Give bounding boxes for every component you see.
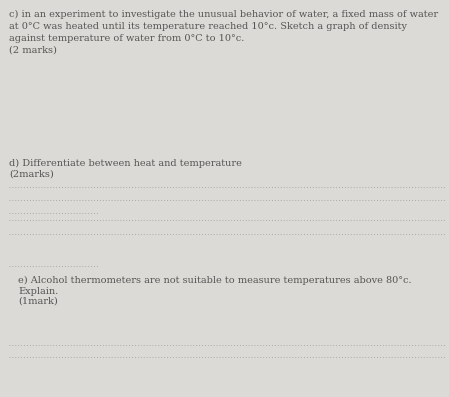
Text: d) Differentiate between heat and temperature: d) Differentiate between heat and temper… xyxy=(9,159,242,168)
Text: c) in an experiment to investigate the unusual behavior of water, a fixed mass o: c) in an experiment to investigate the u… xyxy=(9,10,438,19)
Text: (1mark): (1mark) xyxy=(18,297,58,306)
Text: (2 marks): (2 marks) xyxy=(9,46,57,55)
Text: at 0°C was heated until its temperature reached 10°c. Sketch a graph of density: at 0°C was heated until its temperature … xyxy=(9,22,407,31)
Text: e) Alcohol thermometers are not suitable to measure temperatures above 80°c.: e) Alcohol thermometers are not suitable… xyxy=(18,276,412,285)
Text: (2marks): (2marks) xyxy=(9,170,54,179)
Text: against temperature of water from 0°C to 10°c.: against temperature of water from 0°C to… xyxy=(9,34,244,43)
Text: Explain.: Explain. xyxy=(18,287,58,296)
